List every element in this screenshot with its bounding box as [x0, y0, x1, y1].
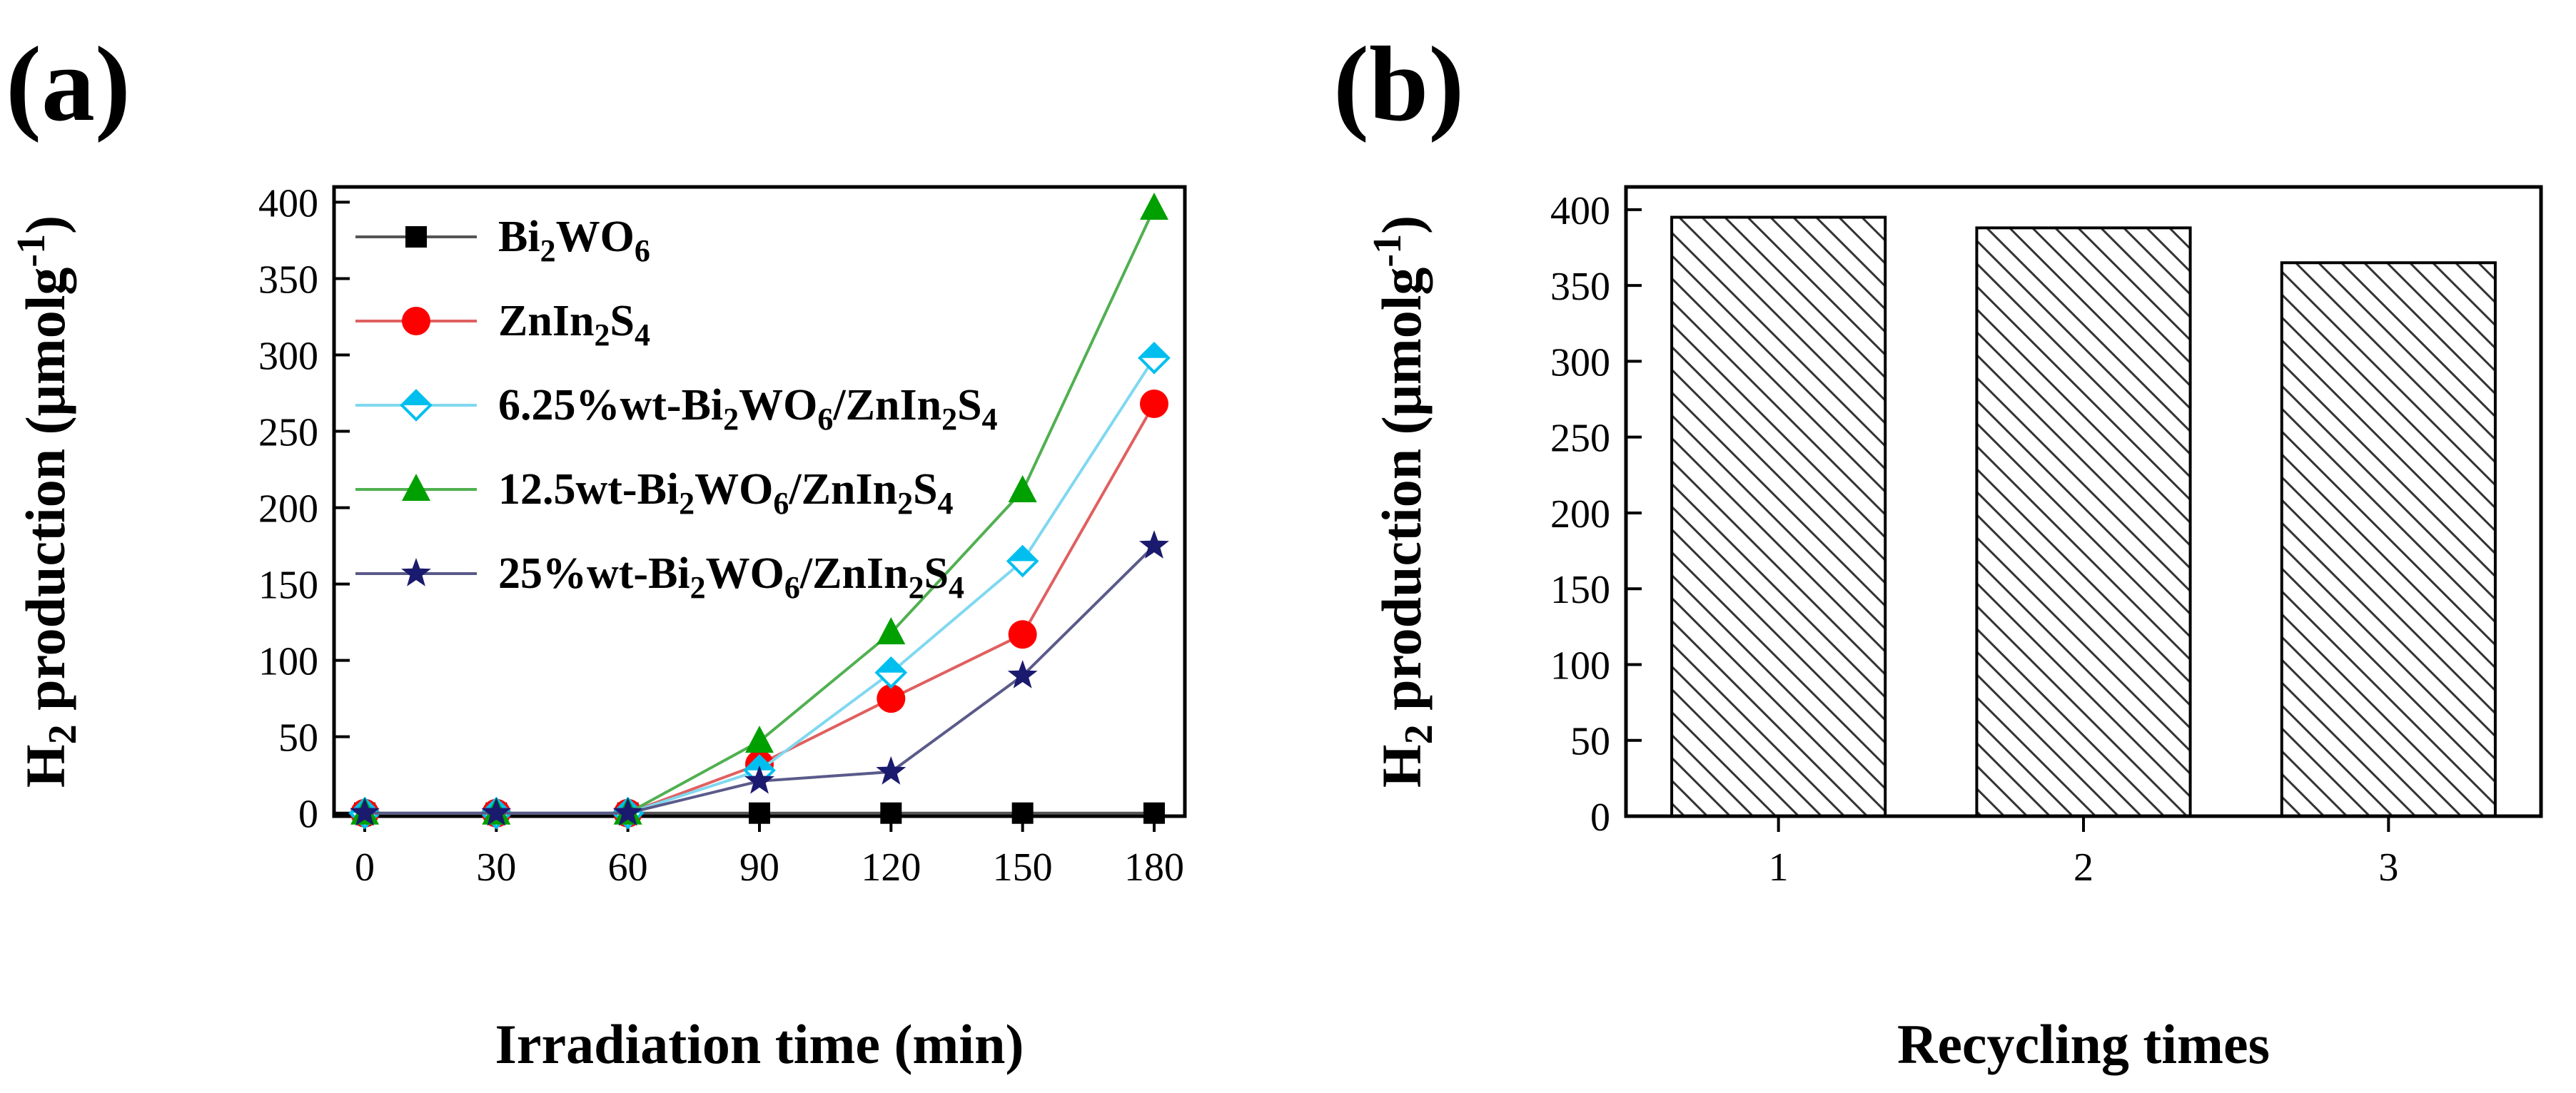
- y-tick-label-a: 100: [258, 640, 318, 684]
- legend-entry: 12.5wt-Bi2WO6/ZnIn2S4: [355, 465, 954, 521]
- y-tick-label-a: 350: [258, 258, 318, 302]
- y-title-sup: -1: [1365, 234, 1410, 268]
- legend-marker: [401, 558, 431, 586]
- legend-marker: [405, 226, 427, 248]
- data-point: [350, 797, 380, 826]
- y-tick-label-b: 300: [1550, 340, 1610, 385]
- x-tick-label-a: 0: [355, 845, 375, 890]
- y-title-close: ): [14, 215, 76, 234]
- x-tick-label-a: 90: [739, 845, 779, 890]
- x-tick-label-b: 3: [2378, 845, 2398, 890]
- legend-entry: Bi2WO6: [355, 213, 650, 268]
- y-tick-label-b: 400: [1550, 189, 1610, 233]
- y-title-sup: -1: [9, 234, 54, 268]
- y-tick-label-b: 50: [1570, 720, 1610, 764]
- y-tick-label-b: 350: [1550, 265, 1610, 309]
- legend-entry: ZnIn2S4: [355, 297, 650, 352]
- legend-marker: [400, 389, 433, 422]
- data-point: [1139, 530, 1169, 559]
- y-title-text: production (μmolg: [14, 268, 76, 725]
- y-title-h: H: [14, 744, 76, 788]
- y-tick-label-b: 100: [1550, 644, 1610, 688]
- bar-1: [1670, 215, 1887, 818]
- legend-label: 12.5wt-Bi2WO6/ZnIn2S4: [498, 465, 954, 521]
- y-tick-label-b: 200: [1550, 492, 1610, 537]
- data-point: [744, 765, 774, 794]
- y-title-sub: 2: [41, 724, 85, 744]
- legend-label: Bi2WO6: [498, 213, 650, 268]
- x-tick-label-a: 120: [861, 845, 921, 890]
- x-tick-label-a: 60: [608, 845, 648, 890]
- legend-marker: [402, 307, 430, 335]
- data-point: [1139, 192, 1168, 220]
- data-point: [876, 756, 906, 785]
- data-point: [612, 797, 643, 826]
- y-axis-title-b: H2 production (μmolg-1): [1365, 215, 1441, 788]
- line-chart-panel-a: 0 50 100 150 200 250 300 350 400 0 30 60 90 120 150 180…: [9, 181, 1187, 1075]
- x-tick-label-a: 150: [993, 845, 1053, 890]
- bar-2: [1975, 226, 2192, 818]
- y-title-close: ): [1370, 215, 1433, 234]
- bar-chart-panel-b: 0 50 100 150 200 250 300 350 400 1 2 3 Recycling ti…: [1365, 185, 2543, 1075]
- data-point: [874, 656, 908, 689]
- legend-label: 6.25%wt-Bi2WO6/ZnIn2S4: [498, 381, 998, 437]
- x-tick-label-a: 30: [476, 845, 516, 890]
- data-point: [745, 726, 774, 753]
- y-tick-label-a: 150: [258, 564, 318, 608]
- x-axis-title-a: Irradiation time (min): [495, 1013, 1024, 1075]
- y-tick-label-a: 200: [258, 487, 318, 532]
- y-tick-label-a: 300: [258, 334, 318, 378]
- x-tick-label-b: 2: [2074, 845, 2093, 890]
- data-point: [877, 617, 906, 645]
- data-point: [1011, 802, 1034, 824]
- data-point: [1007, 660, 1038, 688]
- data-point: [880, 802, 902, 824]
- y-tick-label-b: 0: [1590, 795, 1610, 840]
- data-point: [1138, 341, 1171, 375]
- x-axis-title-b: Recycling times: [1897, 1013, 2270, 1075]
- data-point: [1139, 389, 1168, 418]
- data-point: [1143, 802, 1165, 824]
- data-point: [1008, 475, 1037, 503]
- y-tick-label-a: 50: [278, 716, 318, 761]
- y-tick-label-a: 250: [258, 411, 318, 455]
- data-point: [481, 797, 512, 826]
- y-tick-label-b: 150: [1550, 568, 1610, 612]
- bars-b: [1670, 215, 2497, 818]
- axes-ticks-a: 0 50 100 150 200 250 300 350 400 0 30 60 90 120 150 180: [258, 181, 1184, 890]
- x-tick-label-a: 180: [1124, 845, 1184, 890]
- y-axis-title-a: H2 production (μmolg-1): [9, 215, 85, 788]
- legend-entry: 25%wt-Bi2WO6/ZnIn2S4: [355, 549, 964, 605]
- panel-a-label: (a): [6, 25, 131, 143]
- panel-b-label: (b): [1333, 25, 1464, 143]
- y-tick-label-a: 400: [258, 181, 318, 225]
- series-group-a: [348, 192, 1171, 830]
- legend-entry: 6.25%wt-Bi2WO6/ZnIn2S4: [355, 381, 998, 437]
- axes-ticks-b: 0 50 100 150 200 250 300 350 400 1 2 3: [1550, 189, 2398, 890]
- y-title-text: production (μmolg: [1370, 268, 1433, 725]
- x-tick-label-b: 1: [1769, 845, 1789, 890]
- legend-label: 25%wt-Bi2WO6/ZnIn2S4: [498, 549, 964, 605]
- series-4: [350, 530, 1169, 826]
- data-point: [1006, 544, 1039, 578]
- y-tick-label-b: 250: [1550, 417, 1610, 461]
- legend-label: ZnIn2S4: [498, 297, 650, 352]
- y-title-h: H: [1370, 744, 1433, 788]
- legend-a: Bi2WO6 ZnIn2S4 6.25%wt-Bi2WO6/ZnIn2S4 12.5w…: [355, 213, 998, 605]
- data-point: [877, 684, 906, 713]
- legend-marker: [402, 474, 430, 501]
- data-point: [749, 802, 770, 824]
- bar-3: [2280, 261, 2497, 818]
- y-title-sub: 2: [1397, 724, 1441, 744]
- y-tick-label-a: 0: [298, 793, 318, 837]
- data-point: [1008, 620, 1037, 649]
